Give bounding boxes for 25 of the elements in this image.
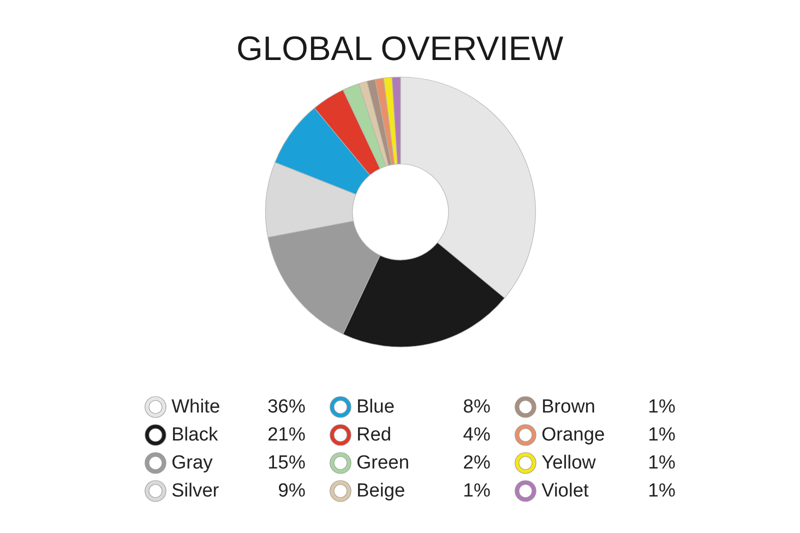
data-label: 1% [648,480,676,502]
legend-label: Violet [542,480,590,502]
legend-label: Green [356,452,410,474]
data-label: 1% [648,452,676,474]
data-label: 1% [648,424,676,446]
data-label: 9% [278,480,306,502]
legend-label: Gray [172,452,214,474]
legend-label: Blue [356,396,395,418]
legend-label: Brown [542,396,596,418]
data-label: 36% [267,396,306,418]
data-label: 4% [463,424,491,446]
data-label: 8% [463,396,491,418]
legend-label: Silver [172,480,220,502]
legend-label: Beige [356,480,406,502]
legend-label: Yellow [542,452,596,474]
data-label: 1% [648,396,676,418]
legend-label: Red [356,424,392,446]
chart-title: GLOBAL OVERVIEW [236,30,564,68]
data-label: 1% [463,480,491,502]
legend-label: Black [172,424,218,446]
data-label: 2% [463,452,491,474]
data-label: 15% [267,452,306,474]
legend-label: White [172,396,220,418]
data-label: 21% [267,424,306,446]
legend-label: Orange [542,424,605,446]
